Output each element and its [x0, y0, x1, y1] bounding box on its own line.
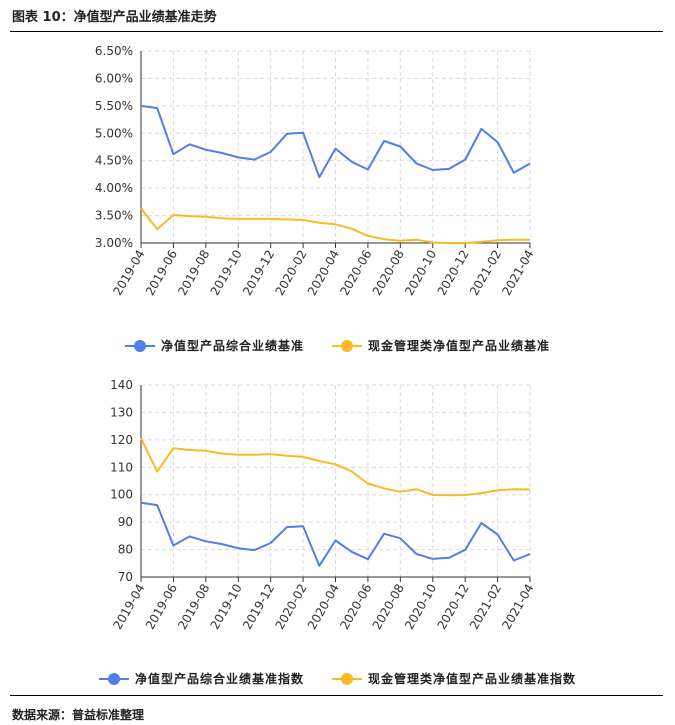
y-tick-label: 70: [118, 570, 133, 584]
y-tick-label: 4.50%: [95, 154, 133, 168]
legend-item-cash-rate[interactable]: 现金管理类净值型产品业绩基准: [332, 337, 550, 354]
y-tick-label: 6.00%: [95, 71, 133, 85]
legend-item-composite-rate[interactable]: 净值型产品综合业绩基准: [124, 337, 304, 354]
y-tick-label: 4.00%: [95, 181, 133, 195]
y-tick-label: 6.50%: [95, 44, 133, 58]
y-tick-label: 130: [110, 405, 133, 419]
series-line-1: [140, 437, 531, 497]
bottom-rule: [10, 695, 663, 696]
y-tick-label: 120: [110, 433, 133, 447]
y-tick-label: 5.00%: [95, 126, 133, 140]
data-source: 数据来源：普益标准整理: [12, 708, 145, 722]
legend-swatch-orange: [332, 672, 362, 685]
y-tick-label: 5.50%: [95, 99, 133, 113]
top-rule: [10, 31, 663, 32]
legend-swatch-blue: [124, 339, 155, 352]
legend-item-cash-index[interactable]: 现金管理类净值型产品业绩基准指数: [332, 670, 576, 687]
series-line-0: [140, 501, 531, 567]
y-tick-label: 3.50%: [95, 209, 133, 223]
legend-label: 现金管理类净值型产品业绩基准指数: [368, 672, 577, 686]
legend-label: 净值型产品综合业绩基准: [160, 339, 304, 353]
y-tick-label: 100: [110, 488, 133, 502]
benchmark-rate-chart: 3.00% 3.50% 4.00% 4.50% 5.00% 5.50% 6.00% 6.50%…: [95, 44, 537, 298]
y-tick-label: 90: [118, 515, 133, 529]
y-tick-label: 80: [118, 543, 133, 557]
legend-rate-chart: 净值型产品综合业绩基准 现金管理类净值型产品业绩基准: [0, 337, 675, 354]
y-tick-label: 110: [110, 460, 133, 474]
figure-title: 图表 10：净值型产品业绩基准走势: [12, 10, 217, 25]
series-line-0: [140, 104, 531, 179]
x-tick-label: 2021-04: [499, 582, 536, 632]
y-tick-label: 3.00%: [95, 236, 133, 250]
y-tick-label: 140: [110, 378, 133, 392]
legend-label: 净值型产品综合业绩基准指数: [134, 672, 304, 686]
legend-swatch-blue: [98, 672, 129, 685]
benchmark-index-chart: 7080901001101201301402019-042019-062019-…: [110, 378, 537, 632]
legend-item-composite-index[interactable]: 净值型产品综合业绩基准指数: [98, 670, 304, 687]
legend-label: 现金管理类净值型产品业绩基准: [368, 339, 551, 353]
series-line-1: [140, 207, 530, 244]
legend-index-chart: 净值型产品综合业绩基准指数 现金管理类净值型产品业绩基准指数: [0, 670, 675, 687]
legend-swatch-orange: [332, 339, 362, 352]
x-tick-label: 2021-04: [499, 248, 536, 298]
